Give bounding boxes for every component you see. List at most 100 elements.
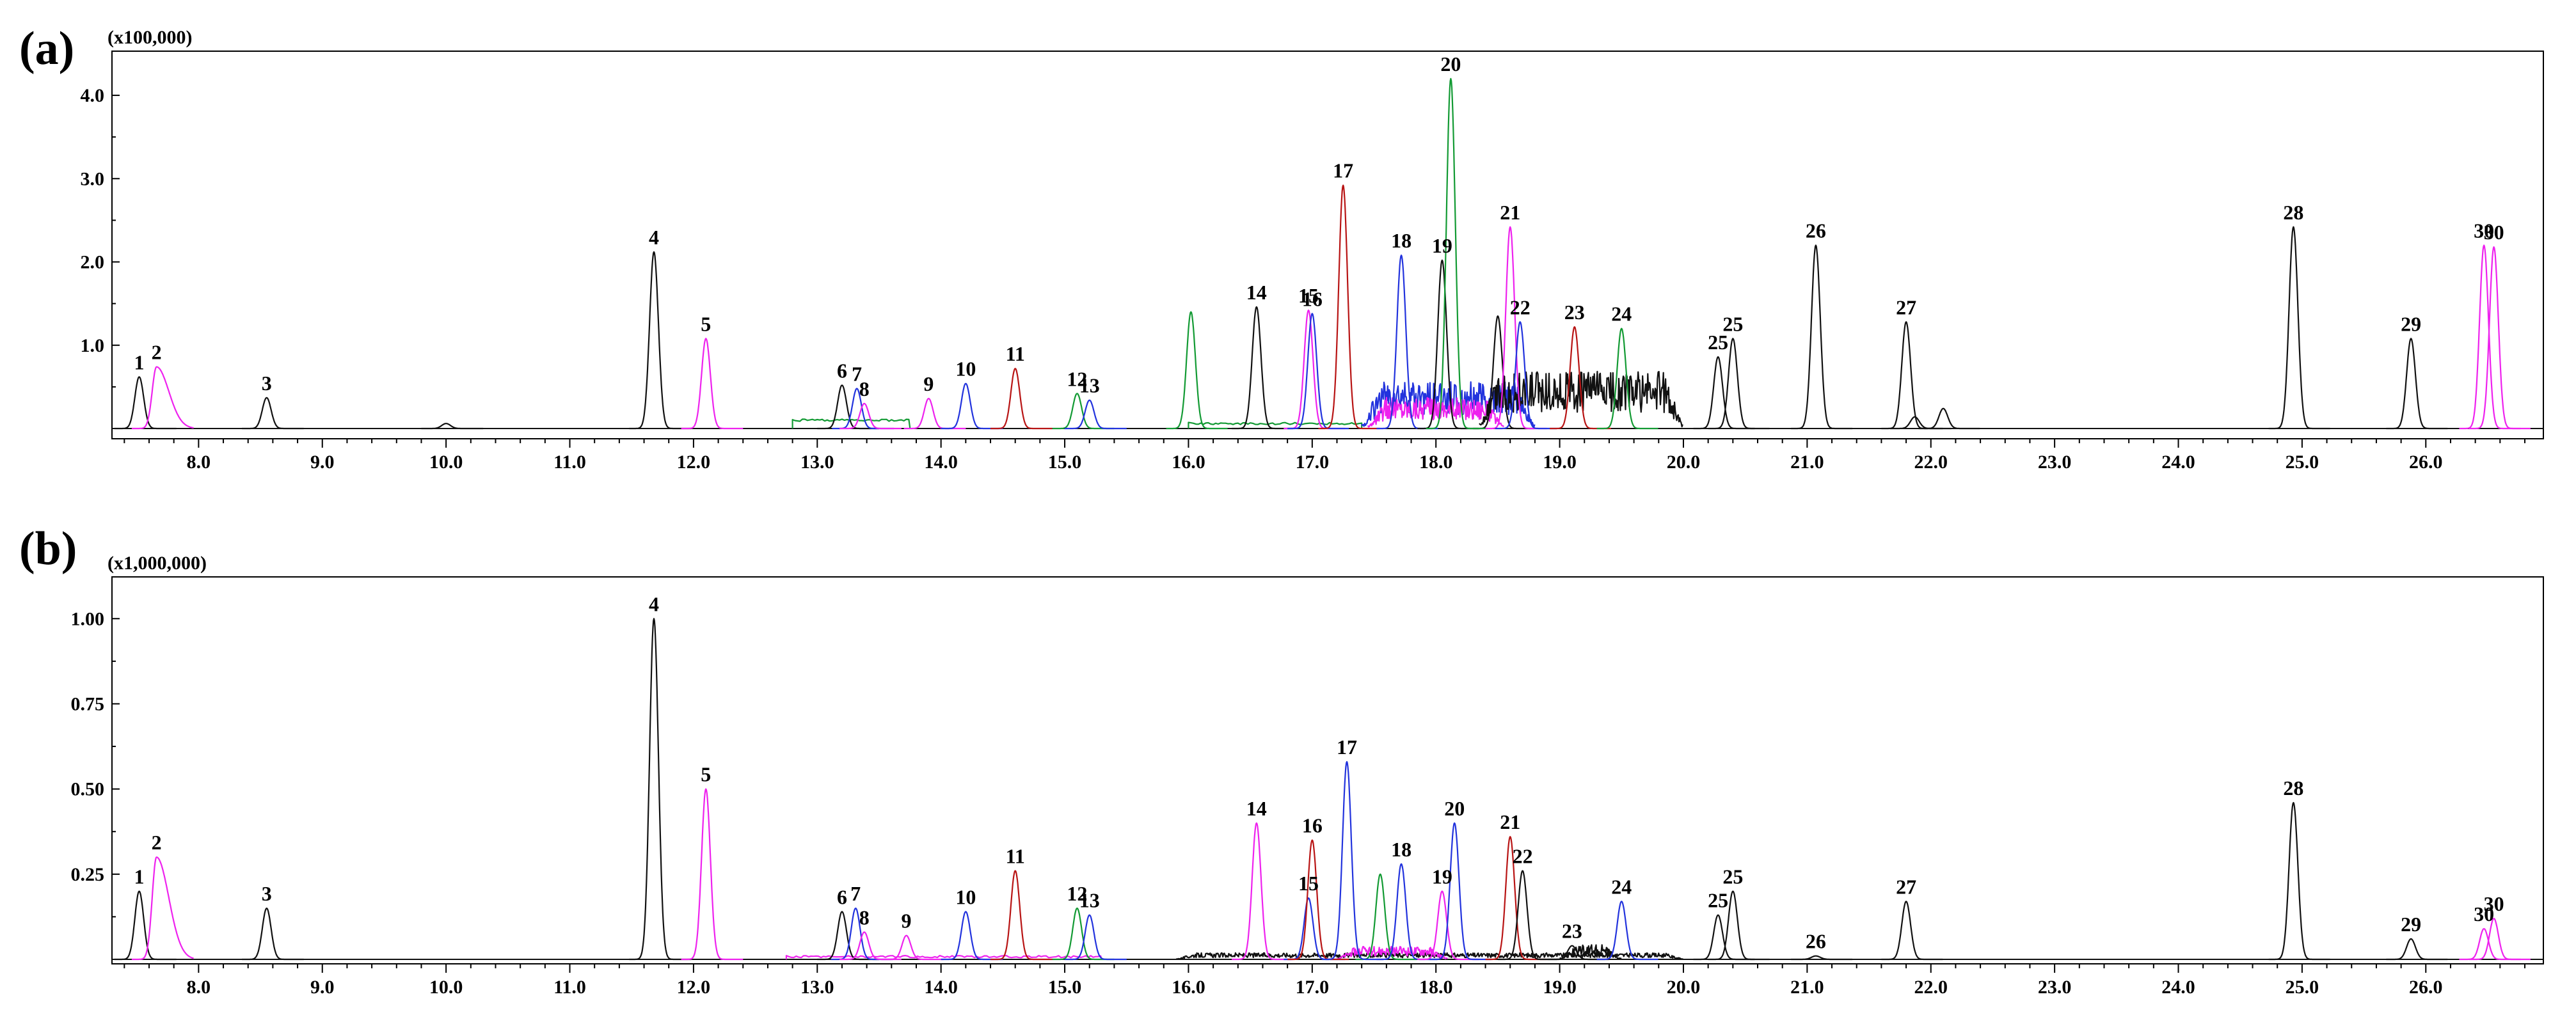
peak-13 [1064,399,1127,430]
panel-a-scale-label: (x100,000) [107,27,192,48]
panel-a-plot-frame [111,51,2544,439]
peak-label-24: 24 [1611,875,1632,898]
peak-label-10: 10 [955,358,976,381]
peak-label-2: 2 [152,341,162,364]
peak-8 [839,402,902,430]
peak-label-30: 30 [2484,221,2504,244]
peak-label-12: 12 [1067,367,1087,390]
peak-label-26: 26 [1806,219,1826,242]
peak-label-1: 1 [134,865,145,888]
peak-label-25: 25 [1722,865,1743,888]
peak-label-27: 27 [1896,295,1916,319]
x-tick-label: 26.0 [2409,977,2443,998]
peak-25 [1708,890,1770,961]
y-tick-label: 0.75 [71,693,105,714]
peak-16 [1287,313,1349,430]
x-tick-label: 17.0 [1296,452,1330,473]
peak-24 [1596,327,1658,430]
peak-label-11: 11 [1006,342,1025,365]
x-tick-label: 10.0 [429,452,463,473]
peak-20 [1429,822,1491,961]
x-tick-label: 24.0 [2161,452,2195,473]
peak-label-4: 4 [649,226,659,249]
peak-1 [114,890,177,961]
peak-28 [2268,226,2330,430]
y-tick-label: 1.0 [81,335,105,356]
peak-label-15: 15 [1298,284,1319,307]
peak-label-6: 6 [837,359,847,382]
x-tick-label: 9.0 [310,977,335,998]
peak-label-7: 7 [852,362,862,385]
peak-label-25: 25 [1722,312,1743,335]
x-tick-label: 20.0 [1667,977,1701,998]
x-tick-label: 17.0 [1296,977,1330,998]
noise-trace [1479,370,1683,428]
peak-label-30: 30 [2474,219,2494,242]
peak-10 [941,911,1003,961]
peak-24 [1596,901,1658,961]
baseline-offset-trace [1188,421,1363,429]
x-tick-label: 21.0 [1790,977,1824,998]
peak-label-22: 22 [1510,295,1530,319]
panel-a: (a) (x100,000) 8.0 9.0 10.0 11.0 12.0 13.0 14.… [19,22,2544,473]
peak-label-20: 20 [1444,797,1465,820]
x-tick-label: 21.0 [1790,452,1824,473]
peak-label-10: 10 [955,885,976,908]
peak-label-5: 5 [701,312,711,335]
x-tick-label: 18.0 [1419,977,1453,998]
peak-label-6: 6 [837,885,847,908]
x-tick-label: 8.0 [187,452,211,473]
panel-b-plot-frame [111,576,2544,964]
panel-a-ticks: 8.0 9.0 10.0 11.0 12.0 13.0 14.0 15.0 16.0 17.0 18… [81,85,2525,473]
noise-trace [1367,397,1505,428]
peak-26 [1790,244,1853,430]
peak-23 [1549,326,1612,430]
peak-label-30: 30 [2474,902,2494,925]
peak-3 [241,908,305,961]
peak-label-18: 18 [1391,838,1411,861]
peak-label-13: 13 [1079,889,1100,912]
panel-a-label: (a) [19,22,74,75]
peak-17 [1322,760,1384,961]
panel-b-ticks: 8.0 9.0 10.0 11.0 12.0 13.0 14.0 15.0 16.0 17.0 18… [71,608,2525,998]
x-tick-label: 23.0 [2038,977,2072,998]
unlabeled-peak [1918,407,1980,430]
peak-29 [2386,338,2448,430]
unlabeled-peak [421,423,484,430]
peak-label-16: 16 [1302,287,1323,310]
peak-27 [1881,901,1943,961]
panel-b: (b) (x1,000,000) 8.0 9.0 10.0 11.0 12.0 13.0 1… [19,523,2544,998]
peak-label-11: 11 [1006,844,1025,867]
peak-label-27: 27 [1896,875,1916,898]
peak-label-9: 9 [923,372,934,395]
y-tick-label: 0.25 [71,864,105,885]
peak-label-19: 19 [1432,865,1452,888]
peak-17 [1318,184,1380,430]
peak-label-21: 21 [1500,201,1520,224]
x-tick-label: 9.0 [310,452,335,473]
x-tick-label: 25.0 [2286,452,2319,473]
peak-label-15: 15 [1298,872,1319,895]
peak-28 [2268,801,2330,961]
x-tick-label: 12.0 [677,977,711,998]
peak-27 [1881,321,1943,430]
peak-2 [131,856,194,961]
x-tick-label: 19.0 [1543,977,1577,998]
x-tick-label: 8.0 [187,977,211,998]
x-tick-label: 14.0 [924,977,958,998]
x-tick-label: 16.0 [1172,452,1205,473]
y-tick-label: 0.50 [71,779,105,800]
x-tick-label: 18.0 [1419,452,1453,473]
peak-19 [1417,890,1479,961]
peak-label-18: 18 [1391,229,1411,252]
x-tick-label: 13.0 [800,452,834,473]
baseline-offset-trace [785,955,1103,960]
peak-6 [817,384,880,430]
x-tick-label: 13.0 [800,977,834,998]
x-tick-label: 10.0 [429,977,463,998]
peak-12 [1052,393,1115,430]
peak-29 [2386,938,2448,961]
y-tick-label: 3.0 [81,168,105,189]
peak-1 [114,376,177,430]
